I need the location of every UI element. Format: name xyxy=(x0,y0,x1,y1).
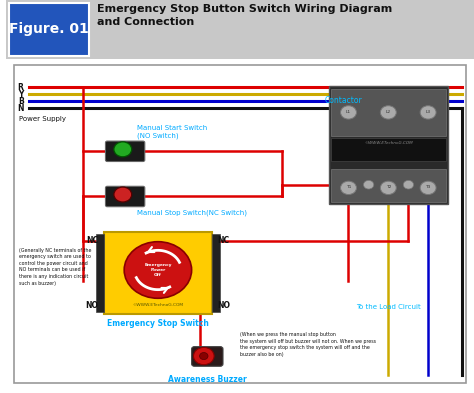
Text: NC: NC xyxy=(218,236,229,245)
Circle shape xyxy=(340,181,356,195)
FancyBboxPatch shape xyxy=(331,169,446,202)
FancyBboxPatch shape xyxy=(105,186,145,207)
Circle shape xyxy=(380,181,396,195)
FancyBboxPatch shape xyxy=(212,234,220,312)
Text: ©WWW.ETechnoG.COM: ©WWW.ETechnoG.COM xyxy=(132,303,183,307)
Text: Emergency Stop Button Switch Wiring Diagram
and Connection: Emergency Stop Button Switch Wiring Diag… xyxy=(97,4,392,27)
Text: Figure. 01: Figure. 01 xyxy=(9,22,89,37)
FancyBboxPatch shape xyxy=(14,65,466,383)
FancyBboxPatch shape xyxy=(331,89,446,136)
Text: Contactor: Contactor xyxy=(324,96,362,105)
Text: L3: L3 xyxy=(426,110,431,114)
Text: NC: NC xyxy=(86,236,99,245)
Text: Power Supply: Power Supply xyxy=(19,116,66,122)
Circle shape xyxy=(364,180,374,189)
Circle shape xyxy=(403,180,414,189)
Circle shape xyxy=(380,106,396,119)
FancyBboxPatch shape xyxy=(96,234,104,312)
Text: ©WWW.ETechnoG.COM: ©WWW.ETechnoG.COM xyxy=(364,141,413,145)
Circle shape xyxy=(114,187,132,202)
Circle shape xyxy=(420,106,436,119)
Text: NO: NO xyxy=(85,301,99,310)
Circle shape xyxy=(193,347,214,365)
FancyBboxPatch shape xyxy=(105,141,145,162)
Text: T3: T3 xyxy=(426,185,431,189)
Text: To the Load Circuit: To the Load Circuit xyxy=(356,303,421,310)
FancyBboxPatch shape xyxy=(104,232,212,314)
Text: (Generally NC terminals of the
emergency switch are used to
control the power ci: (Generally NC terminals of the emergency… xyxy=(19,248,91,286)
Text: T2: T2 xyxy=(386,185,391,189)
FancyBboxPatch shape xyxy=(9,3,89,56)
Text: Manual Stop Switch(NC Switch): Manual Stop Switch(NC Switch) xyxy=(137,210,247,216)
Text: Emergency
Power
Off: Emergency Power Off xyxy=(144,263,172,277)
Circle shape xyxy=(124,242,191,298)
Text: R: R xyxy=(18,83,24,92)
Circle shape xyxy=(114,142,132,157)
Text: (When we press the manual stop button
the system will off but buzzer will not on: (When we press the manual stop button th… xyxy=(240,332,376,357)
Text: Manual Start Switch
(NO Switch): Manual Start Switch (NO Switch) xyxy=(137,125,207,140)
Text: Emergency Stop Switch: Emergency Stop Switch xyxy=(107,319,209,328)
Text: T1: T1 xyxy=(346,185,351,189)
Text: NO: NO xyxy=(218,301,230,310)
Text: B: B xyxy=(18,97,24,106)
Circle shape xyxy=(340,106,356,119)
Circle shape xyxy=(200,353,208,360)
FancyBboxPatch shape xyxy=(191,347,223,366)
Text: N: N xyxy=(17,104,24,113)
Circle shape xyxy=(420,181,436,195)
Text: L1: L1 xyxy=(346,110,351,114)
FancyBboxPatch shape xyxy=(331,138,446,161)
Text: Y: Y xyxy=(18,90,24,99)
FancyBboxPatch shape xyxy=(6,0,474,59)
Text: Awareness Buzzer: Awareness Buzzer xyxy=(168,375,247,384)
Text: L2: L2 xyxy=(386,110,391,114)
FancyBboxPatch shape xyxy=(329,86,448,204)
